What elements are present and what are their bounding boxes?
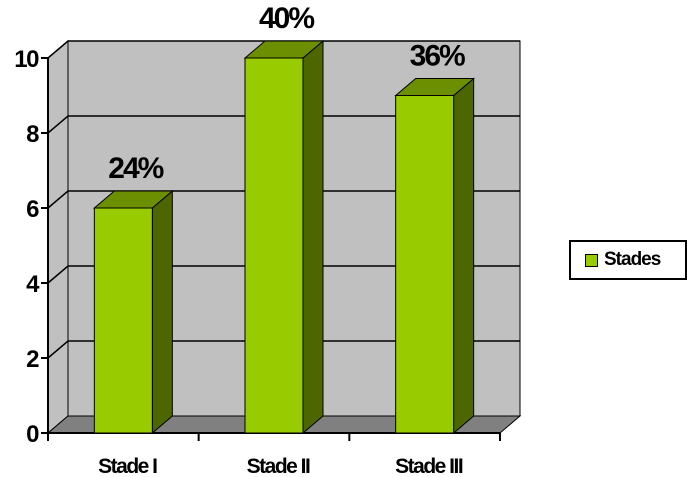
legend-swatch <box>585 253 598 267</box>
data-label: 24% <box>108 152 163 185</box>
bar-front <box>395 95 455 434</box>
bar-side <box>453 77 475 435</box>
bar-front <box>244 57 304 434</box>
legend: Stades <box>569 240 687 280</box>
x-category-labels: Stade I Stade II Stade III <box>98 455 464 477</box>
data-label: 36% <box>410 40 465 73</box>
y-tick-label: 6 <box>26 196 39 223</box>
plot-side-wall <box>47 39 69 435</box>
x-category-label: Stade II <box>247 455 310 477</box>
gridline <box>47 340 520 359</box>
bar-side <box>151 189 173 435</box>
y-tick-labels: 0 2 4 6 8 10 <box>14 46 41 448</box>
bar <box>92 189 174 435</box>
y-tick-label: 10 <box>14 46 39 73</box>
x-category-label: Stade I <box>98 455 157 477</box>
gridline <box>47 190 520 209</box>
y-tick-label: 2 <box>26 346 39 373</box>
bars <box>92 39 476 435</box>
bar <box>243 39 325 435</box>
gridline <box>47 40 520 59</box>
x-category-label: Stade III <box>395 455 463 477</box>
legend-label: Stades <box>604 249 661 270</box>
data-label: 40% <box>259 2 314 35</box>
y-tick-label: 0 <box>26 421 39 448</box>
y-tick-label: 8 <box>26 121 39 148</box>
bar <box>394 77 476 435</box>
gridlines <box>47 40 520 359</box>
gridline <box>47 115 520 134</box>
bar-front <box>93 207 153 434</box>
gridline <box>47 265 520 284</box>
y-tick-label: 4 <box>26 271 40 298</box>
data-labels: 24% 40% 36% <box>108 2 467 185</box>
bar-side <box>302 39 324 435</box>
